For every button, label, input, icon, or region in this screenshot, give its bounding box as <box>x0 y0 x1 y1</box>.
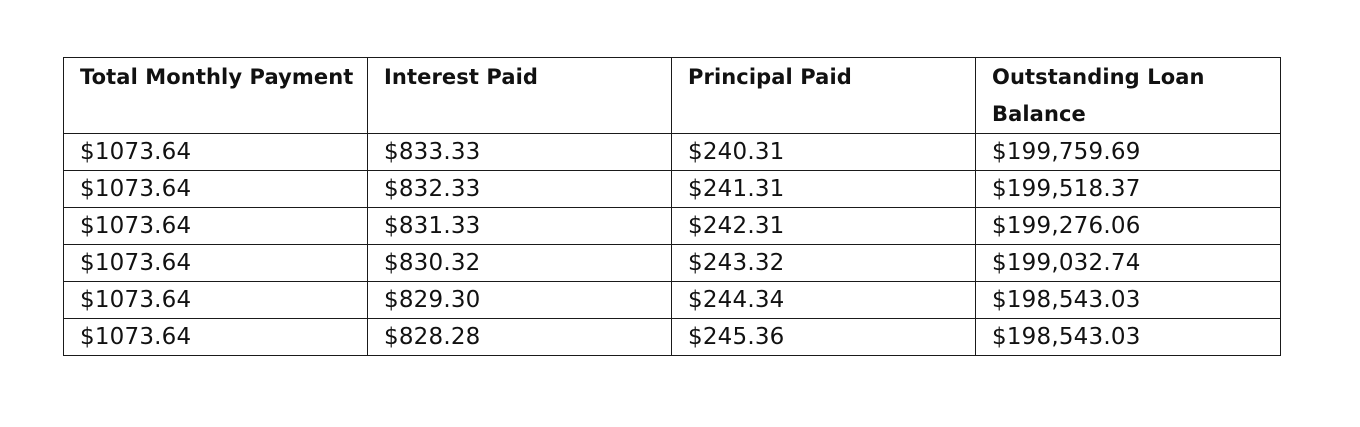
table-row: $1073.64 $828.28 $245.36 $198,543.03 <box>63 318 1281 356</box>
cell-total-monthly-payment: $1073.64 <box>63 281 368 319</box>
cell-interest-paid: $828.28 <box>367 318 672 356</box>
header-total-monthly-payment: Total Monthly Payment <box>63 57 368 134</box>
table-row: $1073.64 $833.33 $240.31 $199,759.69 <box>63 133 1281 171</box>
cell-principal-paid: $242.31 <box>671 207 976 245</box>
cell-outstanding-loan-balance: $199,276.06 <box>975 207 1281 245</box>
cell-total-monthly-payment: $1073.64 <box>63 133 368 171</box>
table-row: $1073.64 $830.32 $243.32 $199,032.74 <box>63 244 1281 282</box>
cell-principal-paid: $244.34 <box>671 281 976 319</box>
cell-total-monthly-payment: $1073.64 <box>63 207 368 245</box>
cell-interest-paid: $831.33 <box>367 207 672 245</box>
cell-total-monthly-payment: $1073.64 <box>63 170 368 208</box>
cell-interest-paid: $830.32 <box>367 244 672 282</box>
cell-interest-paid: $833.33 <box>367 133 672 171</box>
table-row: $1073.64 $829.30 $244.34 $198,543.03 <box>63 281 1281 319</box>
cell-principal-paid: $241.31 <box>671 170 976 208</box>
cell-total-monthly-payment: $1073.64 <box>63 244 368 282</box>
cell-outstanding-loan-balance: $198,543.03 <box>975 318 1281 356</box>
amortization-table: Total Monthly Payment Interest Paid Prin… <box>63 57 1281 356</box>
table-row: $1073.64 $831.33 $242.31 $199,276.06 <box>63 207 1281 245</box>
cell-interest-paid: $832.33 <box>367 170 672 208</box>
cell-principal-paid: $243.32 <box>671 244 976 282</box>
header-outstanding-loan-balance: Outstanding Loan Balance <box>975 57 1281 134</box>
cell-outstanding-loan-balance: $198,543.03 <box>975 281 1281 319</box>
table-row: $1073.64 $832.33 $241.31 $199,518.37 <box>63 170 1281 208</box>
cell-principal-paid: $245.36 <box>671 318 976 356</box>
cell-outstanding-loan-balance: $199,759.69 <box>975 133 1281 171</box>
cell-principal-paid: $240.31 <box>671 133 976 171</box>
cell-outstanding-loan-balance: $199,518.37 <box>975 170 1281 208</box>
cell-total-monthly-payment: $1073.64 <box>63 318 368 356</box>
table-header-row: Total Monthly Payment Interest Paid Prin… <box>63 57 1281 134</box>
header-interest-paid: Interest Paid <box>367 57 672 134</box>
cell-interest-paid: $829.30 <box>367 281 672 319</box>
cell-outstanding-loan-balance: $199,032.74 <box>975 244 1281 282</box>
header-principal-paid: Principal Paid <box>671 57 976 134</box>
amortization-table-container: Total Monthly Payment Interest Paid Prin… <box>63 57 1281 356</box>
